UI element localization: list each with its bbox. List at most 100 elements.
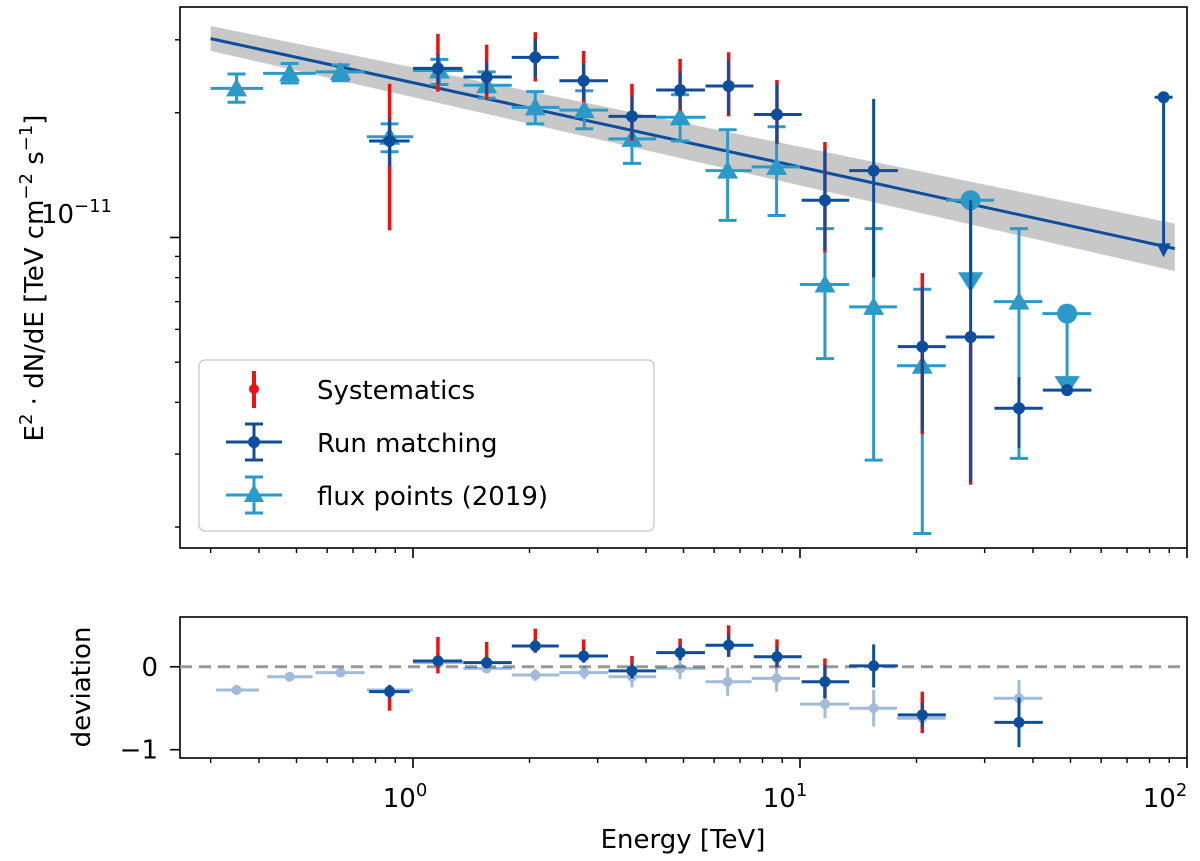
residual-flux2019-point-7 xyxy=(579,667,590,678)
ylabel-sup3: −1 xyxy=(16,125,37,152)
flux2019-point-1 xyxy=(279,63,301,82)
run-matching-point-2 xyxy=(480,70,493,83)
x-tick-label-1e1: 101 xyxy=(763,780,808,814)
residual-flux2019-errorbar-6 xyxy=(511,669,560,681)
run-matching-point-5 xyxy=(625,110,638,123)
residual-flux2019-point-6 xyxy=(530,670,541,681)
run-matching-point-1 xyxy=(431,62,444,75)
legend-marker-run-matching xyxy=(226,422,282,462)
run-matching-point-4 xyxy=(577,74,590,87)
ylabel-mid2: s xyxy=(20,151,50,173)
run-matching-point-10 xyxy=(867,164,880,177)
flux2019-point-7 xyxy=(573,100,595,119)
residual-run-matching-point-11 xyxy=(916,709,928,721)
residual-flux2019-errorbar-2 xyxy=(315,667,365,678)
legend-label-run-matching: Run matching xyxy=(317,429,498,459)
legend-box xyxy=(198,359,655,532)
run-matching-point-13 xyxy=(1012,402,1025,415)
main-y-ticks xyxy=(170,39,180,528)
x-tick-exp-1: 1 xyxy=(796,780,807,801)
run-matching-point-11 xyxy=(916,340,929,353)
legend-label-systematics: Systematics xyxy=(317,376,475,406)
residual-run-matching-point-0 xyxy=(384,686,396,698)
run-matching-point-8 xyxy=(770,108,783,121)
residual-run-matching-point-1 xyxy=(432,655,444,667)
residual-run-matching-point-4 xyxy=(578,650,590,662)
main-x-ticks xyxy=(209,548,1188,558)
residual-y-axis-label: deviation xyxy=(67,627,97,748)
residual-run-matching-point-9 xyxy=(819,676,831,688)
run-matching-ul-arrow-1-head xyxy=(1156,243,1171,258)
y-tick-exp: −11 xyxy=(74,196,112,217)
flux2019-ul-point-1 xyxy=(1057,303,1078,324)
residual-flux2019-errorbar-1 xyxy=(267,671,313,682)
ylabel-end: ] xyxy=(20,115,50,125)
residual-y-tick-label-0: 0 xyxy=(141,653,158,683)
residual-y-tick-label-1: −1 xyxy=(120,736,158,766)
residual-flux2019-point-10 xyxy=(722,676,733,687)
residual-y-ticks: 0 −1 xyxy=(120,653,180,766)
run-matching-point-3 xyxy=(529,51,542,64)
residual-flux2019-point-2 xyxy=(335,667,346,678)
residual-flux2019-errorbar-13 xyxy=(849,689,897,727)
residual-flux2019-errorbar-11 xyxy=(751,665,800,692)
residual-flux2019-errorbar-7 xyxy=(559,665,608,680)
residual-flux2019-point-0 xyxy=(231,684,242,695)
residual-flux2019-errorbar-0 xyxy=(216,684,259,695)
ylabel-mid: · dN/dE [TeV cm xyxy=(20,200,50,414)
flux2019-point-12 xyxy=(814,274,836,293)
residual-flux2019-point-1 xyxy=(284,671,295,682)
flux2019-point-9 xyxy=(669,107,691,126)
main-series-layer xyxy=(210,32,1176,535)
residual-flux2019-point-9 xyxy=(675,663,686,674)
run-matching-point-6 xyxy=(674,83,687,96)
residual-run-matching-point-3 xyxy=(529,640,541,652)
ylabel-sup2: −2 xyxy=(16,173,37,200)
flux2019-point-11 xyxy=(766,156,788,175)
residual-flux2019-errorbar-10 xyxy=(705,667,752,696)
residual-run-matching-point-8 xyxy=(771,651,783,663)
main-panel: 10−11 E2 · dN/dE [TeV cm−2 s−1] Systemat… xyxy=(16,6,1188,558)
run-matching-ul-point-1 xyxy=(1157,91,1170,104)
flux2019-point-0 xyxy=(226,78,248,97)
legend-marker-systematics xyxy=(249,371,259,408)
x-tick-base-0: 10 xyxy=(383,784,416,814)
residual-flux2019-point-13 xyxy=(868,703,879,714)
residual-flux2019-point-12 xyxy=(819,699,830,710)
residual-run-matching-point-12 xyxy=(1013,716,1025,728)
main-y-axis-label: E2 · dN/dE [TeV cm−2 s−1] xyxy=(16,115,50,442)
residual-run-matching-point-7 xyxy=(723,639,735,651)
model-band xyxy=(210,25,1175,271)
x-tick-exp-0: 0 xyxy=(416,780,427,801)
y-tick-label-1e-11: 10−11 xyxy=(41,196,112,230)
residual-series-layer xyxy=(180,625,1187,748)
run-matching-point-9 xyxy=(818,194,831,207)
model-uncertainty-band xyxy=(210,25,1175,271)
flux2019-point-13 xyxy=(863,296,885,315)
x-tick-exp-2: 2 xyxy=(1176,780,1187,801)
legend-marker-flux-2019 xyxy=(226,475,282,515)
run-matching-point-12 xyxy=(964,331,977,344)
residual-flux2019-point-11 xyxy=(771,673,782,684)
residual-run-matching-point-5 xyxy=(626,665,638,677)
x-tick-label-1e2: 102 xyxy=(1143,780,1188,814)
residual-run-matching-point-2 xyxy=(481,657,493,669)
flux2019-point-15 xyxy=(1008,291,1030,310)
ylabel-sup1: 2 xyxy=(16,414,37,425)
residual-run-matching-point-10 xyxy=(868,660,880,672)
x-axis-label: Energy [TeV] xyxy=(601,825,766,855)
x-tick-base-1: 10 xyxy=(763,784,796,814)
run-matching-point-0 xyxy=(383,134,396,147)
ylabel-e: E xyxy=(20,425,50,441)
residual-run-matching-point-6 xyxy=(674,647,686,659)
flux2019-point-10 xyxy=(717,160,739,179)
x-tick-base-2: 10 xyxy=(1143,784,1176,814)
run-matching-point-7 xyxy=(722,80,735,93)
legend-label-flux-2019: flux points (2019) xyxy=(317,482,548,512)
x-tick-label-1e0: 100 xyxy=(383,780,428,814)
y-tick-base: 10 xyxy=(41,200,74,230)
run-matching-ul-arrow-1 xyxy=(1156,97,1171,258)
residual-plot-frame xyxy=(179,616,1188,759)
residual-flux2019-errorbar-9 xyxy=(656,657,706,680)
